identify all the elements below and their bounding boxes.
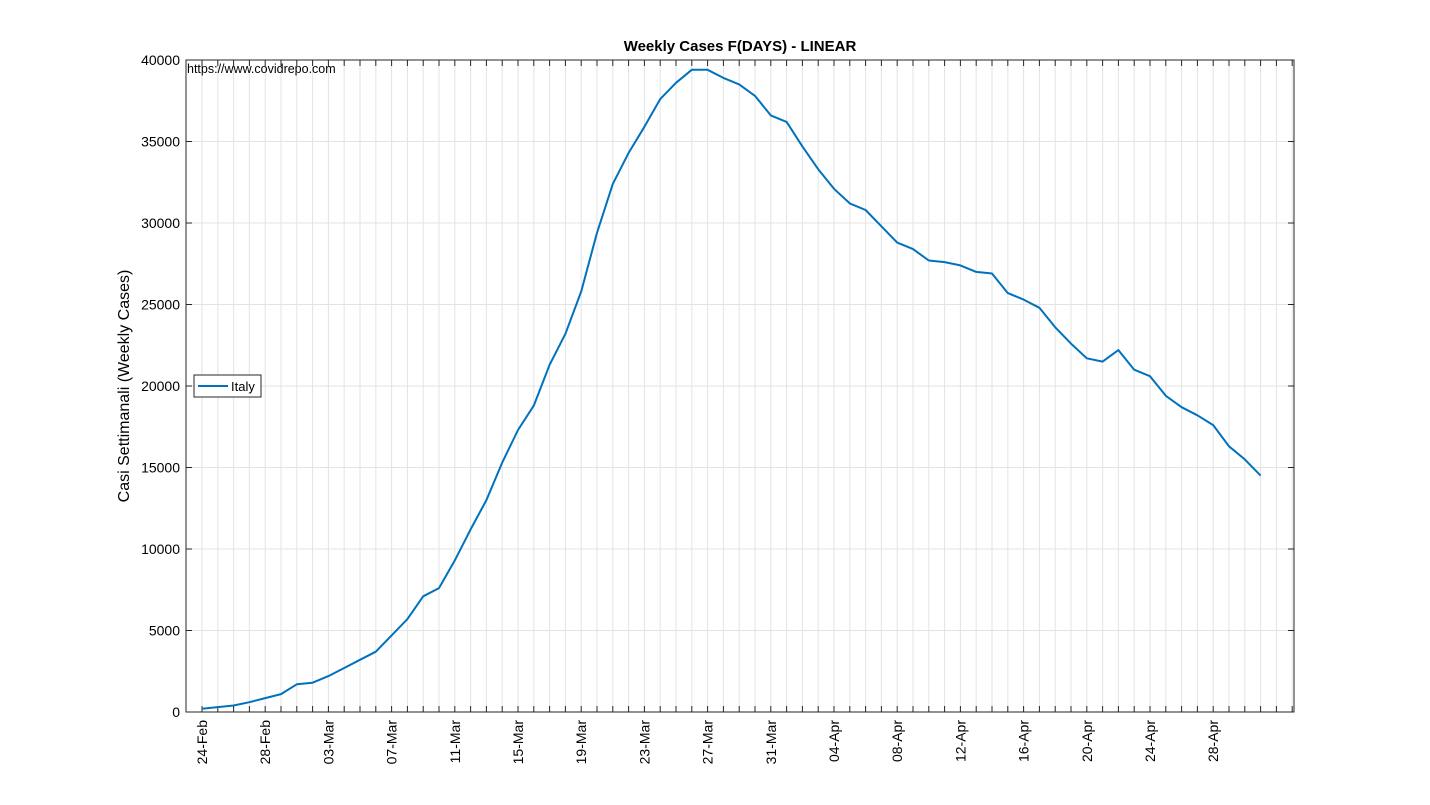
axis-ticks: 0 5000 10000 15000 20000 25000 30000 35000 40000… <box>141 52 1294 764</box>
y-tick-label: 10000 <box>141 541 180 557</box>
y-tick-label: 25000 <box>141 297 180 313</box>
x-tick-label: 20-Apr <box>1079 720 1095 762</box>
x-tick-label: 23-Mar <box>636 720 652 765</box>
y-tick-label: 0 <box>172 704 180 720</box>
y-tick-label: 15000 <box>141 460 180 476</box>
series-line-italy <box>201 68 1262 710</box>
x-tick-label: 31-Mar <box>763 720 779 765</box>
x-tick-label: 19-Mar <box>573 720 589 765</box>
chart-title: Weekly Cases F(DAYS) - LINEAR <box>624 38 857 55</box>
x-tick-label: 28-Apr <box>1205 720 1221 762</box>
y-tick-label: 20000 <box>141 378 180 394</box>
source-annotation: https://www.covidrepo.com <box>187 62 336 76</box>
y-tick-label: 40000 <box>141 52 180 68</box>
legend-label-italy: Italy <box>231 379 255 394</box>
y-tick-label: 5000 <box>149 623 180 639</box>
grid <box>186 59 1294 713</box>
x-tick-label: 15-Mar <box>510 720 526 765</box>
x-tick-label: 16-Apr <box>1016 720 1032 762</box>
x-tick-label: 04-Apr <box>826 720 842 762</box>
x-tick-label: 03-Mar <box>320 720 336 765</box>
x-tick-label: 24-Apr <box>1142 720 1158 762</box>
y-tick-label: 35000 <box>141 134 180 150</box>
x-tick-label: 24-Feb <box>194 720 210 765</box>
x-tick-label: 27-Mar <box>700 720 716 765</box>
y-axis-label: Casi Settimanali (Weekly Cases) <box>116 270 133 503</box>
x-tick-label: 08-Apr <box>889 720 905 762</box>
y-tick-label: 30000 <box>141 215 180 231</box>
x-tick-label: 11-Mar <box>447 720 463 764</box>
x-tick-label: 12-Apr <box>952 720 968 762</box>
x-tick-label: 28-Feb <box>257 720 273 765</box>
series-lines <box>201 68 1262 710</box>
legend: Italy <box>193 374 262 398</box>
x-tick-label: 07-Mar <box>384 720 400 765</box>
